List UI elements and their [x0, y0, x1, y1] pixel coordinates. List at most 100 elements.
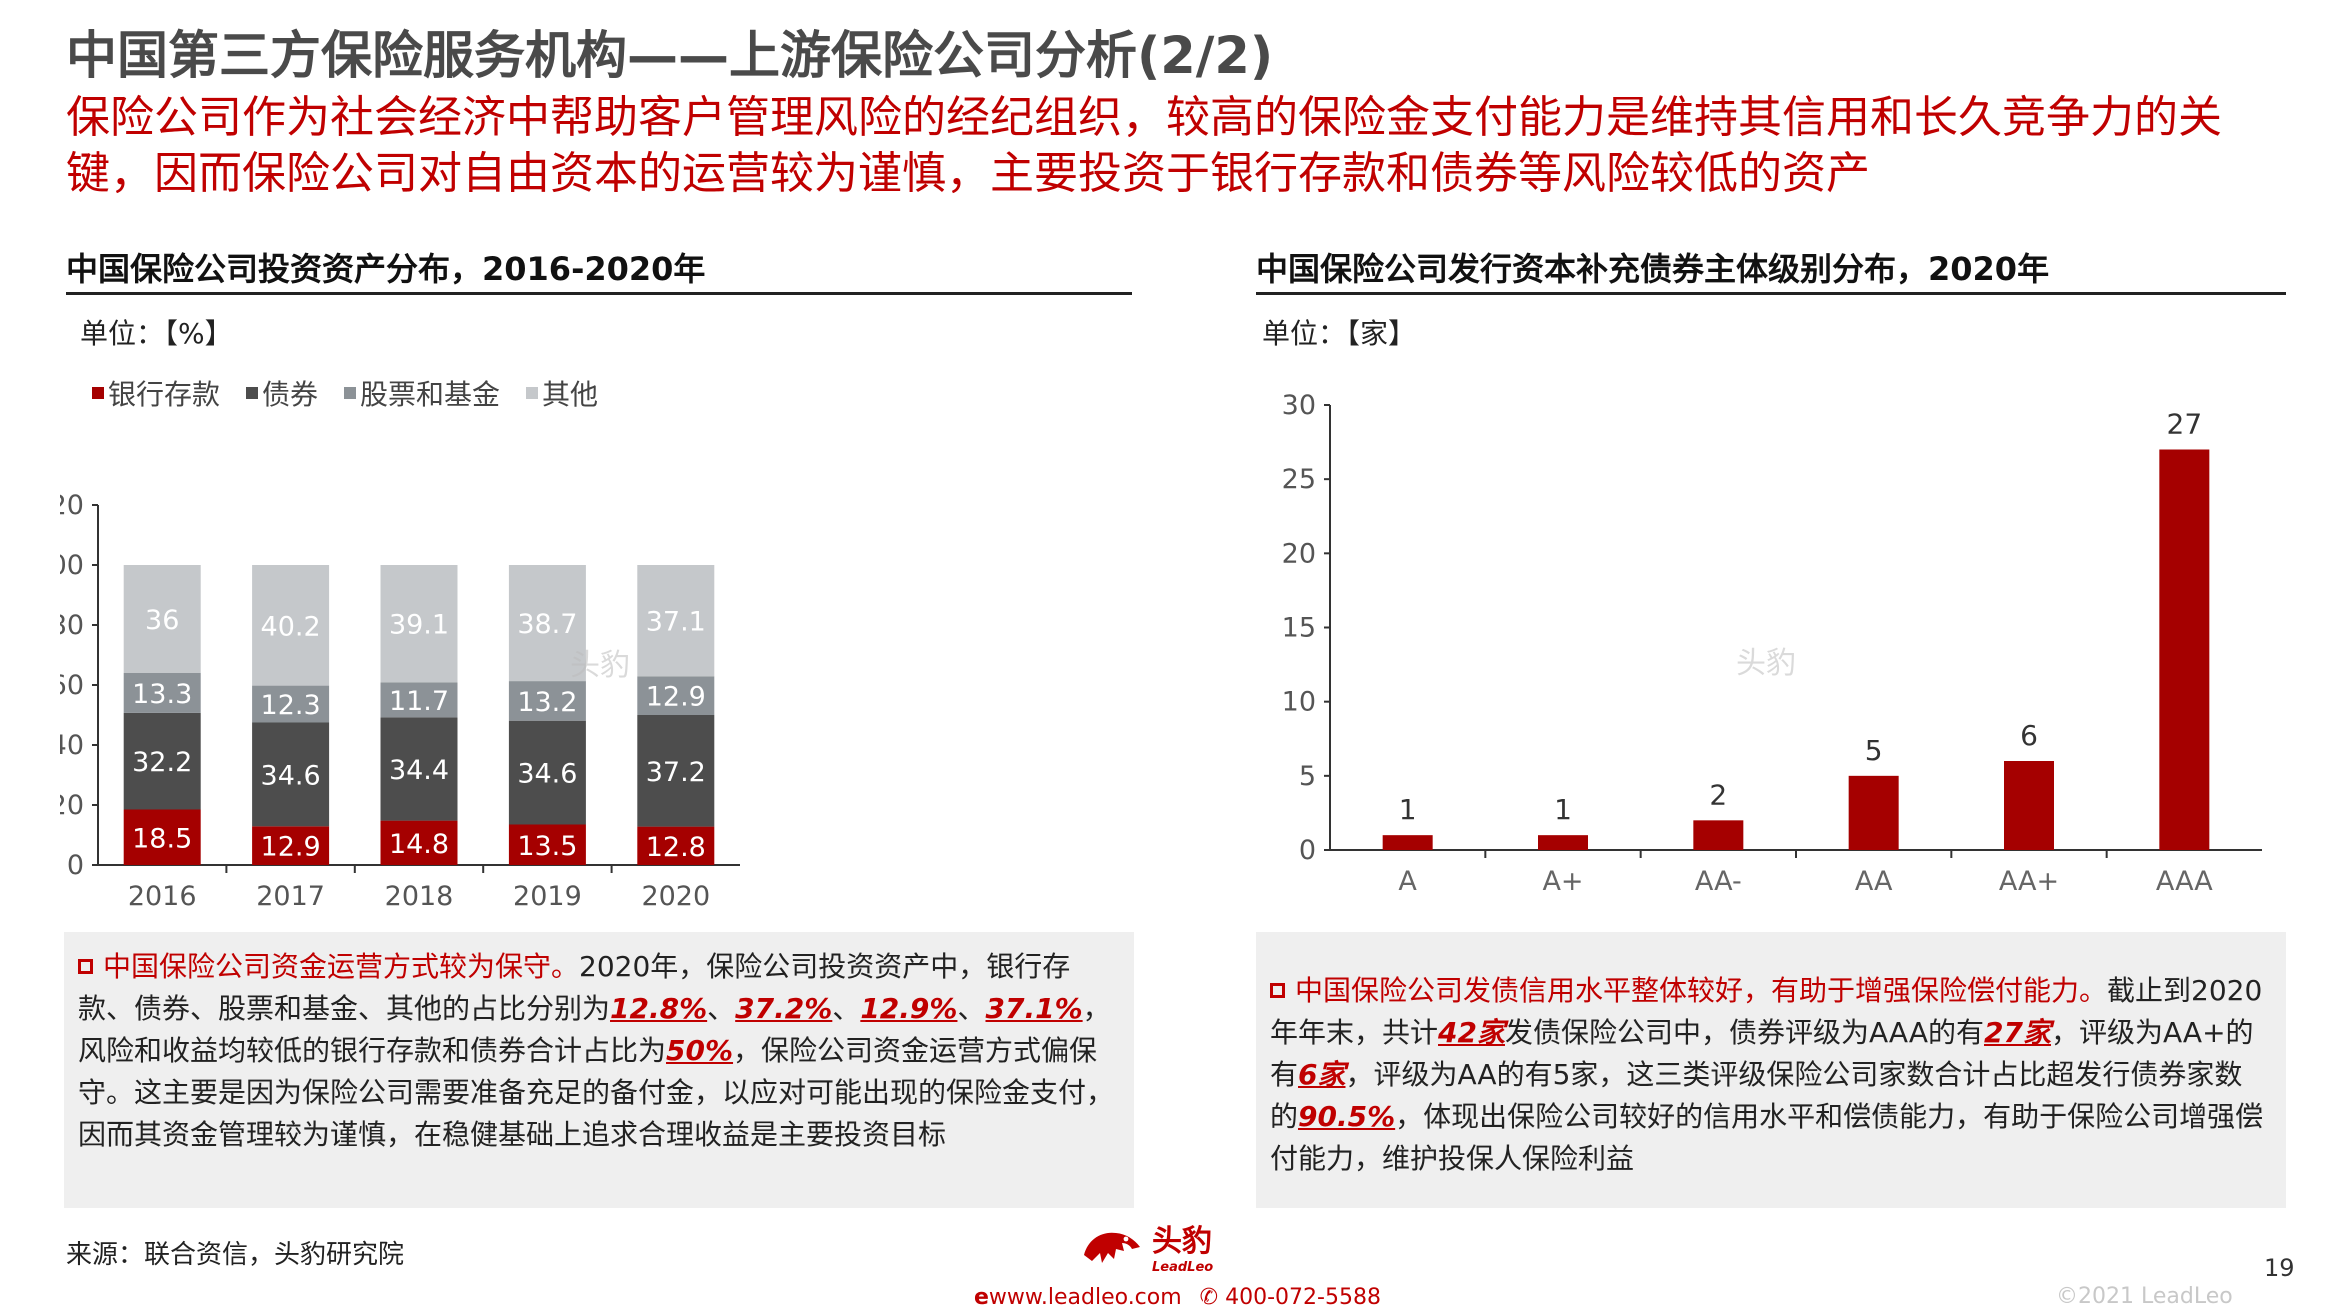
- note-highlight: 12.9%: [860, 992, 958, 1025]
- page-number: 19: [2264, 1254, 2295, 1282]
- bar: [1848, 775, 1899, 850]
- y-tick-label: 40: [60, 730, 84, 761]
- legend-label: 股票和基金: [360, 378, 501, 411]
- y-tick-label: 0: [1299, 835, 1316, 866]
- y-tick-label: 15: [1282, 613, 1316, 644]
- note-text-segment: 发债保险公司中，债券评级为AAA的有: [1504, 1016, 1985, 1049]
- note-text-segment: ，体现出保险公司较好的信用水平和偿债能力，有助于保险公司增强偿付能力，维护投保人…: [1270, 1100, 2264, 1175]
- note-highlight: 42家: [1438, 1016, 1505, 1049]
- phone-icon: ✆: [1199, 1285, 1219, 1310]
- bar-chart: 0 5 10 15 20 25 30 1 A 1 A+ 2 AA- 5 AA 6 AA+ 27 AAA: [1282, 390, 2262, 897]
- x-tick-label: 2019: [513, 881, 582, 912]
- right-unit-label: 单位：【家】: [1262, 317, 1417, 350]
- data-label: 12.9: [261, 832, 321, 863]
- bar-segment: [123, 712, 201, 810]
- x-tick-label: AA-: [1695, 866, 1742, 897]
- y-tick-label: 60: [60, 670, 84, 701]
- data-label: 1: [1399, 793, 1417, 826]
- x-tick-label: A+: [1542, 866, 1583, 897]
- note-highlight: 37.2%: [735, 992, 833, 1025]
- left-note-text: 中国保险公司资金运营方式较为保守。2020年，保险公司投资资产中，银行存款、债券…: [78, 946, 1118, 1156]
- bar-segment: [508, 824, 586, 865]
- legend-swatch: [92, 387, 104, 399]
- legend-swatch: [246, 387, 259, 399]
- note-text-segment: 、: [832, 992, 861, 1025]
- note-text-segment: 截止到2020年年末，共计: [1270, 974, 2263, 1049]
- note-text-segment: 、: [957, 992, 986, 1025]
- note-highlight: 27家: [1984, 1016, 2051, 1049]
- data-label: 32.2: [132, 747, 192, 778]
- phone-link[interactable]: ✆ 400-072-5588: [1200, 1285, 1381, 1310]
- page-title: 中国第三方保险服务机构——上游保险公司分析(2/2): [66, 27, 1274, 86]
- note-lead: 中国保险公司发债信用水平整体较好，有助于增强保险偿付能力。: [1295, 974, 2108, 1007]
- note-text-segment: ，风险和收益均较低的银行存款和债券合计占比为: [78, 992, 1111, 1067]
- bar: [1382, 835, 1433, 850]
- legend-label: 银行存款: [108, 378, 221, 411]
- y-tick-label: 25: [1282, 464, 1316, 495]
- right-chart-title: 中国保险公司发行资本补充债券主体级别分布，2020年: [1256, 250, 2050, 288]
- bar-segment: [637, 715, 715, 827]
- data-label: 37.1: [646, 607, 706, 638]
- note-text-segment: 、: [707, 992, 736, 1025]
- phone-text: 400-072-5588: [1225, 1285, 1381, 1310]
- y-tick-label: 5: [1299, 761, 1316, 792]
- bar-segment: [252, 826, 330, 865]
- legend-item-stocks-funds: 股票和基金: [344, 373, 500, 413]
- right-title-rule: [1256, 292, 2286, 295]
- data-label: 36: [145, 605, 179, 636]
- bar: [2159, 449, 2210, 850]
- x-tick-label: 2020: [641, 881, 710, 912]
- web-icon: e: [974, 1285, 989, 1310]
- y-tick-label: 120: [60, 490, 84, 521]
- data-label: 40.2: [261, 611, 321, 642]
- bar-segment: [637, 565, 715, 677]
- data-label: 34.6: [261, 760, 321, 791]
- note-highlight: 6家: [1298, 1058, 1346, 1091]
- y-tick-label: 100: [60, 550, 84, 581]
- x-tick-label: AA: [1855, 866, 1893, 897]
- note-highlight: 90.5%: [1298, 1100, 1396, 1133]
- bar-segment: [380, 717, 458, 821]
- legend-label: 债券: [262, 378, 319, 411]
- bar-segment: [380, 820, 458, 865]
- data-label: 12.8: [646, 832, 706, 863]
- note-text-segment: ，评级为AA的有5家，这三类评级保险公司家数合计占比超发行债券家数的: [1270, 1058, 2243, 1133]
- bar-segment: [637, 676, 715, 715]
- bar-segment: [508, 681, 586, 721]
- stacked-bar-chart: 0 20 40 60 80 100 120 18.5 32.2 13.3 36 2016 12.9 34.…: [60, 490, 740, 912]
- note-lead: 中国保险公司资金运营方式较为保守。: [103, 950, 580, 983]
- data-label: 27: [2167, 408, 2203, 441]
- legend-item-other: 其他: [526, 373, 598, 413]
- logo-text: 头豹: [1152, 1223, 1212, 1259]
- x-tick-label: 2018: [385, 881, 454, 912]
- left-chart-title: 中国保险公司投资资产分布，2016-2020年: [66, 250, 706, 288]
- logo-subtext: LeadLeo: [1152, 1259, 1214, 1275]
- copyright: ©2021 LeadLeo: [2056, 1284, 2233, 1309]
- legend-swatch: [526, 387, 539, 399]
- x-tick-label: 2016: [128, 881, 197, 912]
- data-label: 11.7: [389, 686, 449, 717]
- bar-segment: [123, 809, 201, 865]
- y-tick-label: 10: [1282, 687, 1316, 718]
- bar-segment: [252, 685, 330, 723]
- data-label: 6: [2020, 719, 2038, 752]
- x-tick-label: AAA: [2156, 866, 2213, 897]
- left-note-box: 中国保险公司资金运营方式较为保守。2020年，保险公司投资资产中，银行存款、债券…: [64, 932, 1134, 1208]
- legend-swatch: [344, 387, 357, 399]
- note-highlight: 12.8%: [610, 992, 708, 1025]
- bar-segment: [637, 826, 715, 865]
- data-label: 1: [1554, 793, 1572, 826]
- data-label: 13.5: [517, 831, 577, 862]
- data-label: 34.4: [389, 755, 449, 786]
- y-tick-label: 0: [67, 850, 84, 881]
- data-label: 12.3: [261, 690, 321, 721]
- bullet-icon: [1270, 983, 1285, 998]
- website-link[interactable]: ewww.leadleo.com: [974, 1285, 1182, 1310]
- y-tick-label: 80: [60, 610, 84, 641]
- data-label: 2: [1709, 778, 1727, 811]
- note-text-segment: 2020年，保险公司投资资产中，银行存款、债券、股票和基金、其他的占比分别为: [78, 950, 1071, 1025]
- bar-segment: [380, 565, 458, 683]
- watermark: 头豹: [570, 648, 630, 683]
- x-tick-label: 2017: [256, 881, 325, 912]
- bar-segment: [380, 682, 458, 718]
